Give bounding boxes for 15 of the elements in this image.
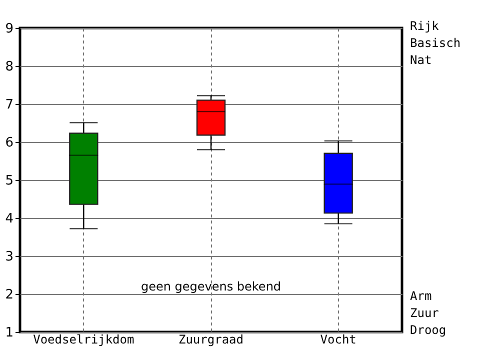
y-tick-label: 7 <box>5 98 14 112</box>
annotation: geen gegevens bekend <box>140 279 282 294</box>
x-tick-label: Vocht <box>320 332 356 346</box>
text: Arm Zuur Droog <box>410 289 446 337</box>
x-tick-label: Voedselrijkdom <box>33 332 134 346</box>
x-tick-label: Zuurgraad <box>178 332 244 346</box>
y-tick-label: 4 <box>5 212 14 226</box>
y-tick-label: 2 <box>5 288 14 302</box>
y-tick-label: 1 <box>5 326 14 340</box>
y-tick-label: 8 <box>5 60 14 74</box>
y-tick-label: 6 <box>5 136 14 150</box>
y-tick-label: 9 <box>5 22 14 36</box>
y-tick-label: 3 <box>5 250 14 264</box>
y-tick-label: 5 <box>5 174 14 188</box>
text: Rijk Basisch Nat <box>410 19 461 67</box>
